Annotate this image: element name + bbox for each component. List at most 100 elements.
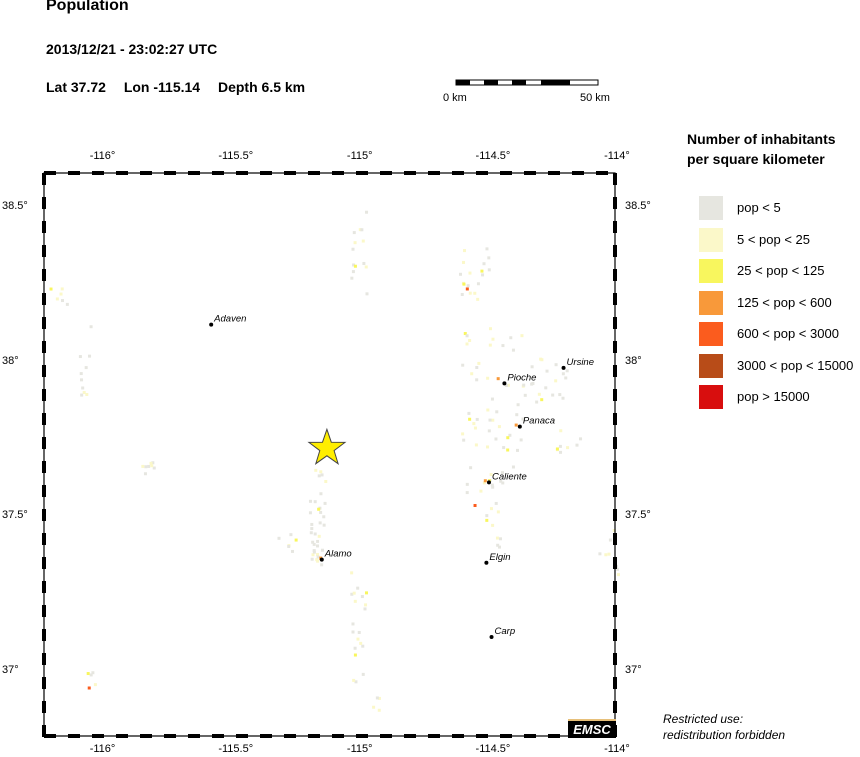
pop-cell (554, 379, 558, 383)
event-location: Lat 37.72 Lon -115.14 Depth 6.5 km (46, 79, 319, 95)
pop-cell (598, 552, 602, 556)
city-label: Alamo (324, 549, 352, 560)
pop-cell (498, 545, 502, 549)
pop-cell (287, 544, 291, 548)
legend-swatch (699, 196, 723, 220)
pop-cell (466, 284, 470, 288)
pop-cell (319, 470, 323, 474)
lon-tick-label-top: -114° (604, 150, 630, 162)
pop-cell (460, 292, 464, 296)
pop-cell (482, 481, 486, 485)
pop-cell (615, 567, 619, 571)
pop-cell (491, 523, 495, 527)
pop-cell (604, 553, 608, 557)
restricted-line2: redistribution forbidden (663, 728, 786, 742)
pop-cell (291, 549, 295, 553)
pop-cell (144, 465, 148, 469)
pop-cell (49, 287, 53, 291)
legend-label: 25 < pop < 125 (737, 263, 825, 278)
lon-tick-label-bottom: -114° (604, 743, 630, 755)
legend-label: pop < 5 (737, 200, 781, 215)
pop-cell (497, 425, 501, 429)
event-datetime: 2013/12/21 - 23:02:27 UTC (46, 41, 218, 57)
pop-cell (480, 269, 484, 273)
pop-cell (555, 447, 559, 451)
pop-cell (474, 443, 478, 447)
legend-label: 600 < pop < 3000 (737, 326, 839, 341)
lat-tick-label-right: 37.5° (625, 509, 651, 522)
pop-cell (377, 708, 381, 712)
pop-cell (354, 680, 358, 684)
pop-cell (483, 479, 487, 483)
pop-cell (530, 365, 534, 369)
pop-cell (377, 696, 381, 700)
pop-cell (544, 386, 548, 390)
pop-cell (322, 515, 326, 519)
pop-cell (91, 671, 95, 675)
pop-cell (545, 369, 549, 373)
pop-cell (312, 549, 316, 553)
lon-tick-label-top: -114.5° (475, 150, 511, 162)
pop-cell (465, 287, 469, 291)
pop-cell (86, 672, 90, 676)
city-label: Carp (495, 626, 516, 637)
pop-cell (519, 438, 523, 442)
pop-cell (316, 559, 320, 563)
pop-cell (470, 372, 474, 376)
pop-cell (558, 444, 562, 448)
pop-cell (506, 448, 510, 452)
pop-cell (89, 325, 93, 329)
pop-cell (310, 522, 314, 526)
lat-tick-label-right: 37° (625, 664, 642, 677)
pop-cell (352, 678, 356, 682)
pop-cell (360, 228, 364, 232)
city-dot (517, 424, 522, 429)
pop-cell (353, 264, 357, 268)
pop-cell (579, 437, 583, 441)
pop-cell (477, 361, 481, 365)
pop-cell (322, 523, 326, 527)
pop-cell (364, 603, 368, 607)
legend-title: Number of inhabitants per square kilomet… (687, 129, 857, 169)
pop-cell (352, 263, 356, 267)
pop-cell (462, 260, 466, 264)
city-label: Panaca (523, 416, 555, 427)
emsc-logo: EMSC (568, 719, 616, 738)
scale-bar (455, 79, 599, 86)
lat-tick-label-left: 37° (2, 664, 19, 677)
pop-cell (365, 210, 369, 214)
lon-tick-label-bottom: -116° (89, 743, 116, 755)
pop-cell (360, 595, 364, 599)
pop-cell (93, 683, 97, 687)
city-label: Adaven (213, 314, 246, 325)
pop-cell (504, 383, 508, 387)
pop-cell (82, 391, 86, 395)
event-depth: Depth 6.5 km (217, 79, 306, 95)
pop-cell (316, 555, 320, 559)
pop-cell (151, 461, 155, 465)
pop-cell (487, 256, 491, 260)
pop-cell (535, 400, 539, 404)
legend-swatch (699, 227, 723, 252)
lat-tick-label-left: 38.5° (2, 200, 28, 213)
pop-cell (499, 479, 503, 483)
pop-cell (361, 239, 365, 243)
pop-cell (501, 481, 505, 485)
city-dot (484, 560, 489, 565)
pop-cell (317, 474, 321, 478)
pop-cell (558, 393, 562, 397)
pop-cell (356, 637, 360, 641)
pop-cell (488, 418, 492, 422)
legend-label: pop > 15000 (737, 389, 810, 404)
pop-cell (559, 429, 563, 433)
pop-cell (468, 338, 472, 342)
pop-cell (487, 429, 491, 433)
pop-cell (482, 262, 486, 266)
legend-swatch (699, 322, 723, 346)
pop-cell (522, 383, 526, 387)
pop-cell (499, 537, 503, 541)
pop-cell (487, 268, 491, 272)
pop-cell (551, 393, 555, 397)
population-cells (49, 210, 621, 712)
pop-cell (465, 491, 469, 495)
